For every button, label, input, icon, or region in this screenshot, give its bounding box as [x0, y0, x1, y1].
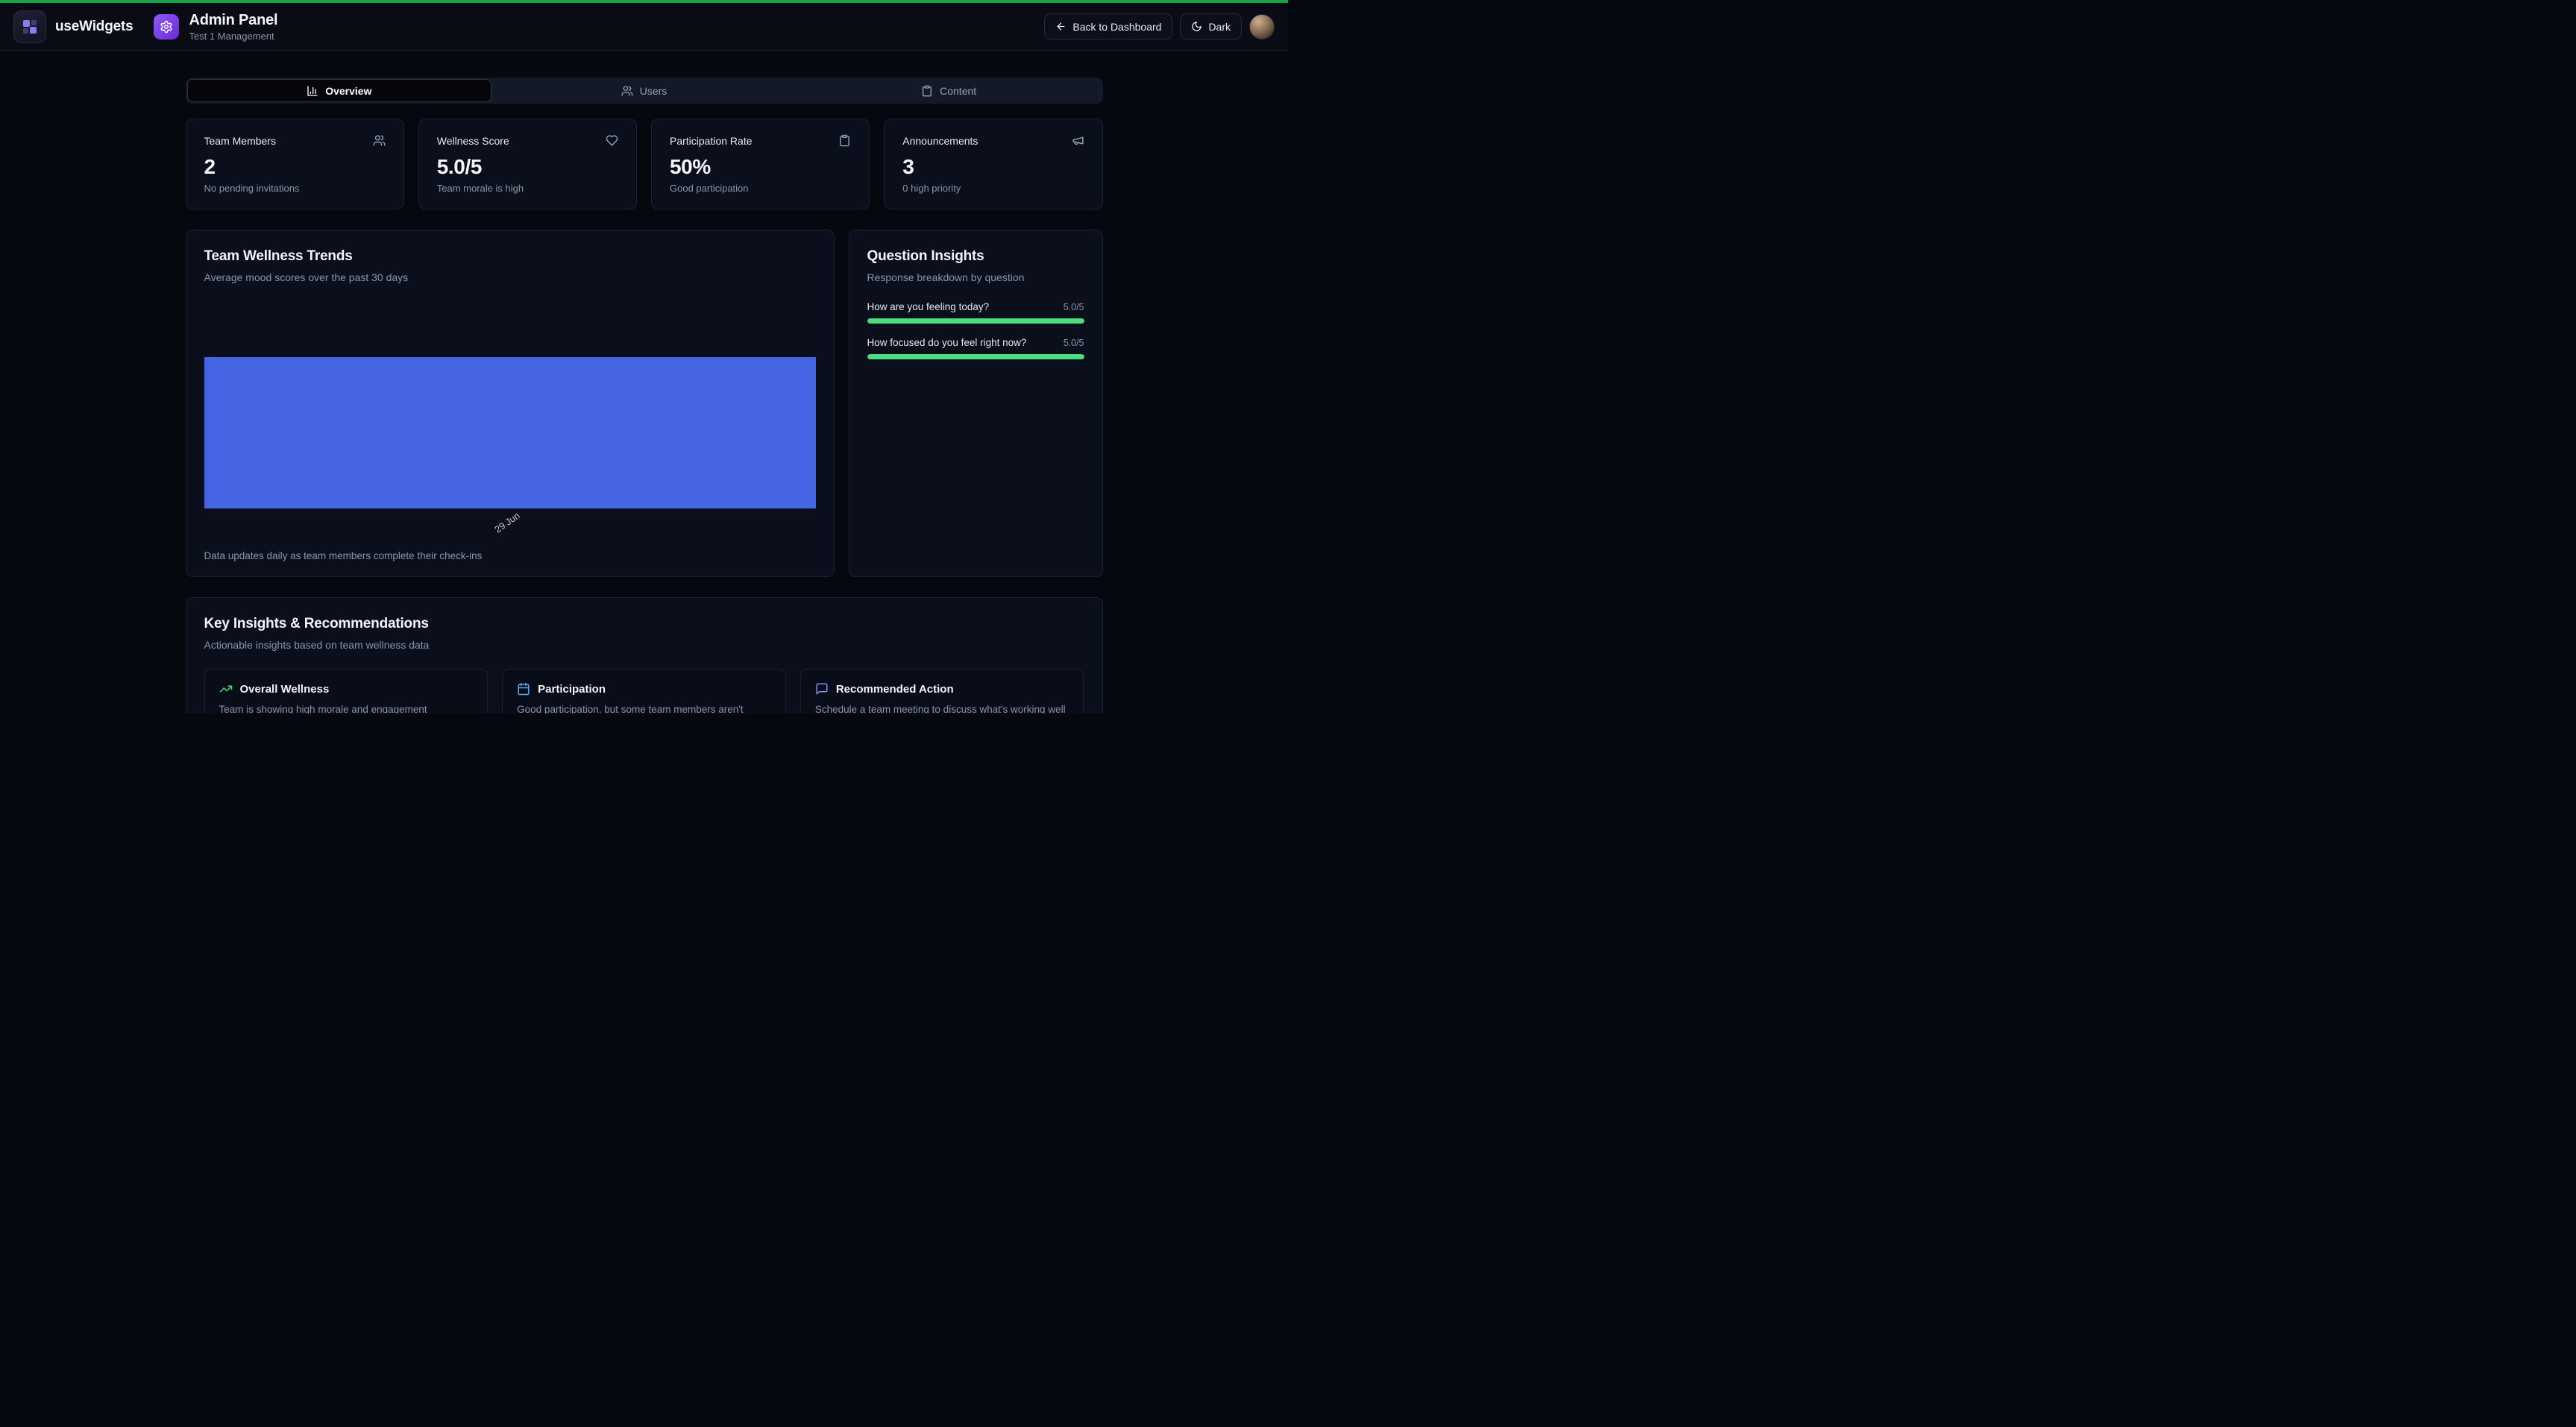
top-accent-strip — [0, 0, 1288, 3]
main-grid: Team Wellness Trends Average mood scores… — [185, 230, 1103, 577]
app-header: useWidgets Admin Panel Test 1 Management… — [0, 3, 1288, 51]
chart-subtitle: Average mood scores over the past 30 day… — [204, 271, 409, 283]
calendar-icon — [517, 682, 530, 696]
stat-card-announcements: Announcements 3 0 high priority — [884, 119, 1103, 210]
users-icon — [621, 85, 633, 97]
stats-grid: Team Members 2 No pending invitations We… — [185, 119, 1103, 210]
tab-content-label: Content — [940, 84, 977, 97]
main-content: Overview Users Content Team Members — [185, 51, 1103, 714]
insight-text: Team is showing high morale and engageme… — [219, 704, 427, 714]
question-text: How are you feeling today? — [867, 301, 990, 312]
wellness-bar-chart: 29 Jun — [204, 298, 816, 543]
x-axis-tick-label: 29 Jun — [492, 510, 522, 535]
stat-subtitle: 0 high priority — [902, 183, 961, 194]
arrow-left-icon — [1055, 21, 1066, 32]
tab-overview-label: Overview — [325, 84, 372, 97]
clipboard-icon — [838, 134, 851, 147]
insight-card-participation: Participation Good participation, but so… — [502, 669, 786, 714]
admin-dashboard-page: useWidgets Admin Panel Test 1 Management… — [0, 0, 1288, 714]
stat-card-team-members: Team Members 2 No pending invitations — [185, 119, 404, 210]
back-to-dashboard-button[interactable]: Back to Dashboard — [1044, 13, 1173, 40]
insight-title: Recommended Action — [835, 682, 954, 696]
insight-text: Good participation, but some team member… — [517, 704, 744, 714]
chart-title: Team Wellness Trends — [204, 248, 353, 264]
theme-toggle-label: Dark — [1208, 20, 1231, 33]
stat-subtitle: No pending invitations — [204, 183, 300, 194]
question-insights-subtitle: Response breakdown by question — [867, 271, 1025, 283]
page-title: Admin Panel — [189, 12, 278, 28]
users-icon — [373, 134, 386, 147]
question-insights-title: Question Insights — [867, 248, 984, 264]
chart-plot-area — [204, 298, 816, 508]
heart-icon — [606, 134, 618, 147]
app-identity: Admin Panel Test 1 Management — [154, 11, 278, 42]
message-icon — [815, 682, 829, 696]
bar-chart-icon — [307, 85, 318, 97]
chart-footer-note: Data updates daily as team members compl… — [204, 550, 483, 561]
stat-title: Team Members — [204, 134, 276, 147]
stat-subtitle: Team morale is high — [436, 183, 524, 194]
question-score: 5.0/5 — [1063, 302, 1084, 312]
stat-subtitle: Good participation — [670, 183, 749, 194]
megaphone-icon — [1072, 134, 1084, 147]
stat-value: 3 — [902, 155, 914, 178]
team-wellness-trends-card: Team Wellness Trends Average mood scores… — [185, 230, 835, 577]
insight-title: Overall Wellness — [239, 682, 330, 696]
stat-value: 50% — [670, 155, 711, 178]
theme-toggle-button[interactable]: Dark — [1180, 13, 1242, 40]
user-avatar[interactable] — [1249, 13, 1275, 40]
insight-text: Schedule a team meeting to discuss what'… — [814, 704, 1066, 714]
question-insight-item: How are you feeling today? 5.0/5 — [867, 301, 1084, 324]
tab-content[interactable]: Content — [797, 79, 1102, 102]
stat-title: Participation Rate — [670, 134, 753, 147]
brand-name: useWidgets — [55, 18, 133, 34]
stat-title: Announcements — [902, 134, 978, 147]
main-tabs: Overview Users Content — [185, 78, 1103, 104]
question-insights-card: Question Insights Response breakdown by … — [848, 230, 1103, 577]
tab-users[interactable]: Users — [491, 79, 797, 102]
question-text: How focused do you feel right now? — [867, 337, 1027, 348]
tab-users-label: Users — [639, 84, 667, 97]
progress-track — [867, 354, 1084, 359]
stat-card-participation-rate: Participation Rate 50% Good participatio… — [651, 119, 870, 210]
stat-value: 2 — [204, 155, 216, 178]
admin-gear-icon — [154, 13, 180, 40]
moon-icon — [1191, 21, 1202, 32]
key-insights-title: Key Insights & Recommendations — [204, 616, 429, 631]
key-insights-card: Key Insights & Recommendations Actionabl… — [185, 597, 1103, 714]
insight-title: Participation — [538, 682, 606, 696]
key-insights-subtitle: Actionable insights based on team wellne… — [204, 639, 430, 651]
question-score: 5.0/5 — [1063, 338, 1084, 348]
insights-grid: Overall Wellness Team is showing high mo… — [204, 669, 1084, 714]
clipboard-icon — [921, 85, 933, 97]
insight-card-overall-wellness: Overall Wellness Team is showing high mo… — [204, 669, 489, 714]
tab-overview[interactable]: Overview — [186, 79, 492, 102]
back-to-dashboard-label: Back to Dashboard — [1072, 20, 1162, 33]
header-actions: Back to Dashboard Dark — [1044, 13, 1275, 40]
question-insights-list: How are you feeling today? 5.0/5 How foc… — [867, 301, 1084, 359]
progress-fill — [867, 318, 1084, 324]
stat-card-wellness-score: Wellness Score 5.0/5 Team morale is high — [418, 119, 637, 210]
insight-card-recommended-action: Recommended Action Schedule a team meeti… — [799, 669, 1084, 714]
chart-x-axis: 29 Jun — [204, 508, 816, 543]
page-subtitle: Test 1 Management — [189, 31, 274, 42]
usewidgets-logo-icon — [13, 10, 46, 43]
progress-fill — [867, 354, 1084, 359]
trending-up-icon — [219, 682, 233, 696]
brand[interactable]: useWidgets — [13, 10, 133, 43]
progress-track — [867, 318, 1084, 324]
stat-value: 5.0/5 — [436, 155, 483, 178]
chart-bar-29-jun[interactable] — [204, 356, 816, 508]
question-insight-item: How focused do you feel right now? 5.0/5 — [867, 337, 1084, 359]
stat-title: Wellness Score — [436, 134, 509, 147]
app-title-block: Admin Panel Test 1 Management — [189, 11, 277, 42]
